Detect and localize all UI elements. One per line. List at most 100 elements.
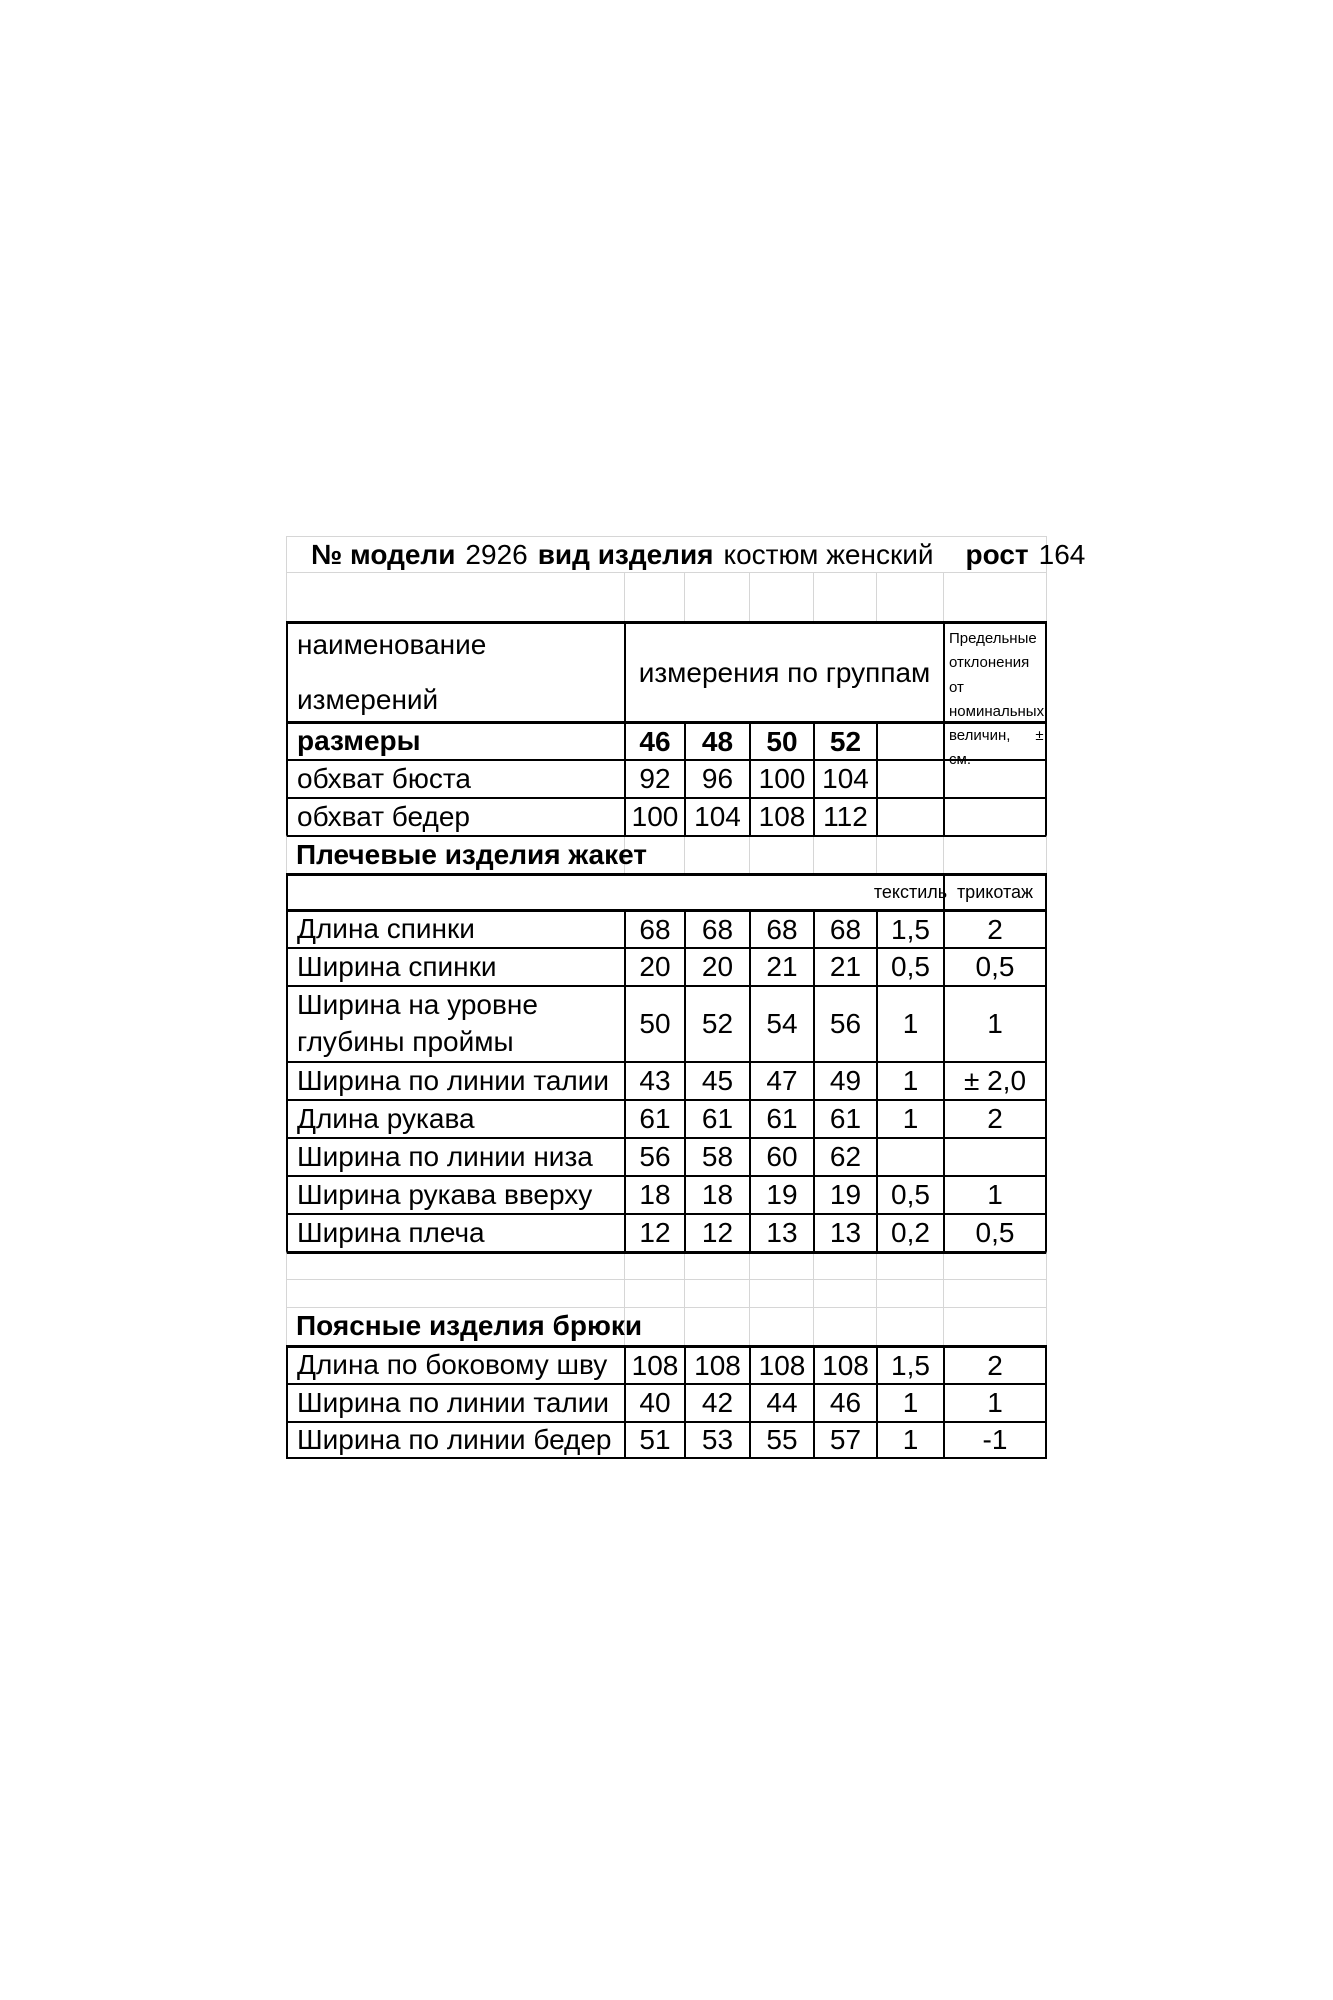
table-row: Ширина спинки 20 20 21 21 0,5 0,5 <box>286 947 1047 985</box>
deviation-knit-value: 1 <box>987 1179 1003 1210</box>
empty-cell <box>814 1254 877 1279</box>
measure-label: обхват бюста <box>288 761 626 797</box>
deviation-textile-value: 1,5 <box>878 1348 945 1383</box>
size-52-value: 104 <box>815 761 878 797</box>
height-value: 164 <box>1038 538 1086 570</box>
table-row: Ширина по линии талии 40 42 44 46 1 1 <box>286 1383 1047 1421</box>
size-50: 50 <box>751 724 815 759</box>
measure-label: Длина рукава <box>288 1101 626 1137</box>
size-48-value: 42 <box>686 1385 751 1421</box>
deviation-textile-value: 1 <box>878 1063 945 1099</box>
table-row: Ширина рукава вверху 18 18 19 19 0,5 1 <box>286 1175 1047 1213</box>
groups-column-header: измерения по группам <box>626 624 945 721</box>
deviation-knit-value: 0,5 <box>975 1217 1015 1248</box>
empty-cell <box>814 1308 877 1345</box>
size-50-value: 21 <box>751 949 815 985</box>
size-52-value: 13 <box>815 1215 878 1251</box>
empty-cell <box>625 573 685 621</box>
size-46-value: 56 <box>626 1139 686 1175</box>
size-48-value: 12 <box>686 1215 751 1251</box>
empty-cell <box>750 573 814 621</box>
empty-cell <box>945 761 1045 797</box>
empty-cell <box>287 1254 625 1279</box>
empty-cell <box>625 837 685 873</box>
measure-label: Ширина плеча <box>288 1215 626 1251</box>
measure-label: Ширина спинки <box>288 949 626 985</box>
empty-cell <box>877 1254 944 1279</box>
size-52-value: 112 <box>815 799 878 835</box>
size-50-value: 60 <box>751 1139 815 1175</box>
size-48: 48 <box>686 724 751 759</box>
empty-cell <box>944 1280 1044 1307</box>
table-row: Ширина плеча 12 12 13 13 0,2 0,5 <box>286 1213 1047 1251</box>
hips-row: обхват бедер 100 104 108 112 <box>286 797 1047 835</box>
size-46-value: 108 <box>626 1348 686 1383</box>
size-48-value: 96 <box>686 761 751 797</box>
size-52: 52 <box>815 724 878 759</box>
size-46-value: 18 <box>626 1177 686 1213</box>
deviation-textile-value: 1 <box>878 987 945 1061</box>
empty-cell <box>944 573 1044 621</box>
size-52-value: 68 <box>815 912 878 947</box>
deviation-knit-value: 2 <box>987 913 1003 945</box>
name-column-header: наименование измерений <box>288 624 626 721</box>
size-50-value: 108 <box>751 1348 815 1383</box>
size-46-value: 43 <box>626 1063 686 1099</box>
size-48-value: 104 <box>686 799 751 835</box>
table-row: Ширина по линии низа 56 58 60 62 <box>286 1137 1047 1175</box>
deviation-textile-value: 1 <box>878 1423 945 1457</box>
deviation-textile-value: 1 <box>878 1385 945 1421</box>
size-50-value: 13 <box>751 1215 815 1251</box>
deviation-textile-value: 1,5 <box>878 912 945 947</box>
empty-cell <box>625 1280 685 1307</box>
bust-row: обхват бюста 92 96 100 104 <box>286 759 1047 797</box>
size-48-value: 58 <box>686 1139 751 1175</box>
measure-label: Ширина по линии бедер <box>288 1423 626 1457</box>
sizes-row: размеры 46 48 50 52 <box>286 721 1047 759</box>
size-52-value: 61 <box>815 1101 878 1137</box>
empty-cell <box>685 1254 750 1279</box>
size-52-value: 56 <box>815 987 878 1061</box>
measure-label: Ширина по линии талии <box>288 1385 626 1421</box>
empty-cell <box>814 573 877 621</box>
empty-cell <box>625 1254 685 1279</box>
empty-cell <box>685 837 750 873</box>
deviation-knit-value: 1 <box>987 1008 1003 1039</box>
size-50-value: 55 <box>751 1423 815 1457</box>
empty-cell <box>877 573 944 621</box>
size-50-value: 61 <box>751 1101 815 1137</box>
deviation-textile-value <box>878 1139 945 1175</box>
size-52-value: 46 <box>815 1385 878 1421</box>
height-label: рост <box>965 538 1029 570</box>
size-50-value: 68 <box>751 912 815 947</box>
table-row: Ширина по линии талии 43 45 47 49 1 ± 2,… <box>286 1061 1047 1099</box>
empty-cell <box>878 761 945 797</box>
size-46-value: 12 <box>626 1215 686 1251</box>
size-50-value: 44 <box>751 1385 815 1421</box>
size-46-value: 50 <box>626 987 686 1061</box>
empty-cell <box>750 1308 814 1345</box>
product-type-value: костюм женский <box>723 538 934 570</box>
empty-cell <box>287 573 625 621</box>
size-52-value: 49 <box>815 1063 878 1099</box>
measure-label: Ширина на уровне глубины проймы <box>288 987 626 1061</box>
fabric-textile-label: текстиль <box>874 876 947 909</box>
deviation-textile-value: 0,5 <box>878 1177 945 1213</box>
size-52-value: 19 <box>815 1177 878 1213</box>
size-52-value: 108 <box>815 1348 878 1383</box>
spacer-row <box>286 1279 1047 1307</box>
fabric-knit-label: трикотаж <box>956 882 1034 902</box>
size-52-value: 21 <box>815 949 878 985</box>
deviation-knit-value: 2 <box>987 1349 1003 1381</box>
size-50-value: 100 <box>751 761 815 797</box>
table-row: Ширина по линии бедер 51 53 55 57 1 -1 <box>286 1421 1047 1459</box>
deviation-textile-value: 0,5 <box>878 949 945 985</box>
size-48-value: 108 <box>686 1348 751 1383</box>
empty-cell <box>945 799 1045 835</box>
product-type-label: вид изделия <box>537 538 714 570</box>
deviation-column-header: Предельные отклонения от номинальных вел… <box>949 630 1045 768</box>
section-title: Поясные изделия брюки <box>287 1308 642 1345</box>
size-46-value: 51 <box>626 1423 686 1457</box>
empty-cell <box>685 1308 750 1345</box>
